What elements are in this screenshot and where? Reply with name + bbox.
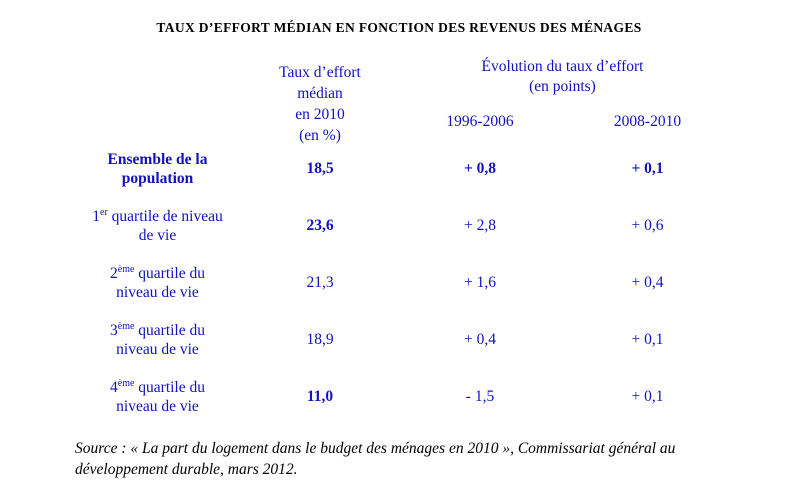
evolution-header-line2: (en points) (529, 78, 596, 95)
evolution-header-line1: Évolution du taux d’effort (481, 58, 644, 75)
evolution-column-group: Évolution du taux d’effort (en points) 1… (380, 57, 715, 146)
median-header-line1: Taux d’effort médian (279, 64, 361, 102)
period-2008-2010-header: 2008-2010 (613, 113, 682, 130)
period-1996-2006-header: 1996-2006 (446, 113, 514, 130)
period-subheaders: 1996-2006 2008-2010 (380, 112, 715, 132)
row-label-ordinal: 1 (92, 207, 101, 225)
source-line2: développement durable, mars 2012. (75, 461, 298, 478)
evolution-column-header: Évolution du taux d’effort (en points) (395, 57, 730, 97)
table-row-ensemble: Ensemble de la population 18,5 + 0,8 + 0… (55, 140, 798, 197)
evo-2008-2010-value: + 0,1 (631, 387, 664, 405)
row-label-ordinal: 4 (110, 378, 118, 396)
median-value: 23,6 (306, 216, 334, 234)
median-header-line2: en 2010 (295, 106, 345, 123)
row-label-line1: Ensemble de la (107, 150, 208, 168)
row-label-ordinal: 2 (110, 264, 118, 282)
table-row-quartile-2: 2ème quartile du niveau de vie 21,3 + 1,… (55, 254, 798, 311)
row-label-line1: quartile de niveau (107, 207, 223, 225)
row-label-ordinal: 3 (110, 321, 118, 339)
source-note: Source : « La part du logement dans le b… (75, 438, 758, 480)
row-label-line2: niveau de vie (116, 283, 199, 301)
table-body: Ensemble de la population 18,5 + 0,8 + 0… (0, 140, 798, 425)
row-label-ordinal-suffix: er (100, 206, 108, 218)
row-label-ordinal-suffix: ème (117, 377, 135, 389)
evo-2008-2010-value: + 0,1 (631, 330, 664, 348)
row-label: 4ème quartile du niveau de vie (55, 368, 260, 425)
row-label-ordinal-suffix: ème (117, 263, 135, 275)
table-row-quartile-1: 1er quartile de niveau de vie 23,6 + 2,8… (55, 197, 798, 254)
row-label-ordinal-suffix: ème (117, 320, 135, 332)
evo-2008-2010-value: + 0,4 (631, 273, 664, 291)
evo-1996-2006-value: + 1,6 (464, 273, 496, 291)
evo-1996-2006-value: + 0,8 (463, 159, 497, 177)
row-label-column-spacer (55, 57, 260, 146)
page-title: TAUX D’EFFORT MÉDIAN EN FONCTION DES REV… (156, 20, 642, 35)
median-value: 18,9 (306, 330, 334, 348)
row-label: 2ème quartile du niveau de vie (55, 254, 260, 311)
row-label: 3ème quartile du niveau de vie (55, 311, 260, 368)
table-row-quartile-4: 4ème quartile du niveau de vie 11,0 - 1,… (55, 368, 798, 425)
row-label-line1: quartile du (134, 321, 205, 339)
row-label: 1er quartile de niveau de vie (55, 197, 260, 254)
evo-2008-2010-value: + 0,6 (631, 216, 664, 234)
evo-1996-2006-value: + 0,4 (464, 330, 496, 348)
table-row-quartile-3: 3ème quartile du niveau de vie 18,9 + 0,… (55, 311, 798, 368)
row-label-line2: niveau de vie (116, 397, 199, 415)
evo-1996-2006-value: + 2,8 (464, 216, 496, 234)
row-label-line2: population (121, 169, 194, 187)
median-value: 21,3 (306, 273, 334, 291)
evo-2008-2010-value: + 0,1 (631, 159, 664, 177)
evo-1996-2006-value: - 1,5 (465, 387, 495, 405)
row-label-line2: niveau de vie (116, 340, 199, 358)
row-label: Ensemble de la population (55, 140, 260, 197)
median-value: 11,0 (306, 387, 334, 405)
median-rate-column-header: Taux d’effort médian en 2010 (en %) (260, 57, 380, 146)
row-label-line2: de vie (138, 226, 177, 244)
source-line1: Source : « La part du logement dans le b… (75, 440, 676, 457)
median-header-line3: (en %) (299, 127, 341, 144)
row-label-line1: quartile du (134, 264, 205, 282)
median-value: 18,5 (306, 159, 334, 177)
effort-rate-table: Taux d’effort médian en 2010 (en %) Évol… (0, 57, 798, 425)
table-header: Taux d’effort médian en 2010 (en %) Évol… (55, 57, 798, 144)
row-label-line1: quartile du (134, 378, 205, 396)
